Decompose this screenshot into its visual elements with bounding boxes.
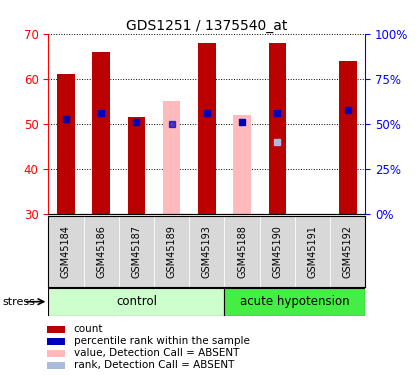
Bar — [330, 216, 365, 287]
Text: percentile rank within the sample: percentile rank within the sample — [74, 336, 249, 346]
Text: GSM45186: GSM45186 — [96, 225, 106, 278]
Bar — [233, 115, 251, 214]
Text: rank, Detection Call = ABSENT: rank, Detection Call = ABSENT — [74, 360, 234, 370]
Text: control: control — [116, 295, 157, 308]
Text: stress: stress — [2, 297, 35, 307]
Text: GSM45193: GSM45193 — [202, 225, 212, 278]
Bar — [339, 61, 357, 214]
Title: GDS1251 / 1375540_at: GDS1251 / 1375540_at — [126, 19, 288, 33]
Bar — [198, 43, 215, 214]
Bar — [128, 117, 145, 214]
Bar — [47, 362, 65, 369]
Text: GSM45184: GSM45184 — [61, 225, 71, 278]
Text: GSM45190: GSM45190 — [272, 225, 282, 278]
Bar — [47, 350, 65, 357]
Bar — [48, 216, 84, 287]
Bar — [224, 288, 365, 316]
Bar — [47, 326, 65, 333]
Bar — [92, 52, 110, 214]
Text: GSM45192: GSM45192 — [343, 225, 353, 278]
Bar — [260, 216, 295, 287]
Bar — [57, 74, 75, 214]
Bar — [189, 216, 224, 287]
Bar — [268, 43, 286, 214]
Text: count: count — [74, 324, 103, 334]
Text: GSM45189: GSM45189 — [167, 225, 177, 278]
Text: acute hypotension: acute hypotension — [240, 295, 350, 308]
Text: value, Detection Call = ABSENT: value, Detection Call = ABSENT — [74, 348, 239, 358]
Text: GSM45187: GSM45187 — [131, 225, 142, 278]
Bar — [154, 216, 189, 287]
Bar — [119, 216, 154, 287]
Bar — [84, 216, 119, 287]
Bar — [163, 101, 181, 214]
Text: GSM45188: GSM45188 — [237, 225, 247, 278]
Bar — [224, 216, 260, 287]
Bar — [48, 288, 224, 316]
Bar — [47, 338, 65, 345]
Text: GSM45191: GSM45191 — [307, 225, 318, 278]
Bar — [295, 216, 330, 287]
